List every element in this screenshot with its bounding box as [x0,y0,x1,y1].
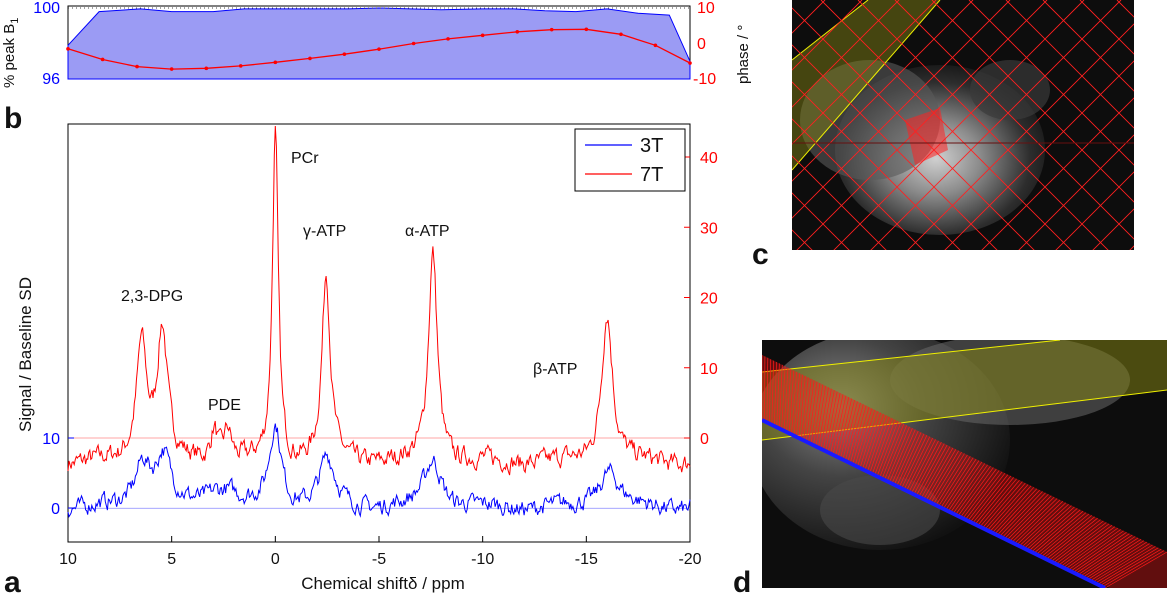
left-ytick-10: 10 [42,431,60,448]
main-xlabel: Chemical shiftδ / ppm [301,574,464,593]
x-tick-label: -10 [471,551,494,568]
peak-label-alpha-atp: α-ATP [405,223,450,240]
right-tick-label: 30 [700,220,718,237]
right-axis-ticks: 40 30 20 10 0 [684,150,718,448]
phase-marker [480,33,485,38]
b1-area [67,7,691,80]
peak-label-pcr: PCr [291,150,319,167]
phase-marker [100,57,105,62]
phase-marker [688,61,692,65]
x-tick-label: 0 [271,551,280,568]
phase-marker [273,60,278,65]
legend: 3T 7T [574,128,686,192]
x-tick-label: -5 [372,551,386,568]
phase-marker [619,32,623,37]
mri-image-d [762,340,1167,588]
b1-phase-plot: 100 96 10 0 -10 % peak B1 phase / ° [1,0,752,88]
phase-marker [515,29,520,34]
spectrum-3t [67,423,691,518]
right-tick-label: 40 [700,150,718,167]
phase-marker [446,37,450,41]
x-tick-label: 5 [167,551,176,568]
phase-marker [238,64,243,68]
phase-marker [342,52,347,56]
phase-marker [549,27,554,32]
phase-markers [66,27,692,71]
legend-label-3t: 3T [640,135,663,157]
left-ytick-0: 0 [51,501,60,518]
phase-marker [411,41,416,46]
right-tick-label: 0 [700,431,709,448]
panel-letter-c: c [752,238,769,271]
phase-marker [377,47,381,51]
phase-marker [584,27,589,32]
phase-marker [204,66,209,71]
right-tick-label: 20 [700,291,718,308]
phase-marker [169,67,174,71]
peak-label-beta-atp: β-ATP [533,361,577,378]
peak-label-pde: PDE [208,397,241,414]
peak-label-gamma-atp: γ-ATP [303,223,346,240]
x-axis-ticks: 10 5 0 -5 -10 -15 -20 [59,536,702,568]
top-left-ylabel: % peak B1 [1,18,21,88]
phase-marker [135,64,139,69]
x-tick-label: -15 [575,551,598,568]
top-rtick-10: 10 [697,0,715,17]
top-rtick-neg10: -10 [693,71,716,88]
phase-marker [308,56,312,61]
panel-letter-b: b [4,102,22,135]
peak-label-dpg: 2,3-DPG [121,288,183,305]
top-rtick-0: 0 [697,36,706,53]
x-tick-label: -20 [678,551,701,568]
phase-marker [66,47,70,51]
top-ytick-100: 100 [33,0,60,17]
top-right-ylabel: phase / ° [735,25,752,84]
svg-text:% peak B1: % peak B1 [1,18,21,88]
mri-image-c [792,0,1134,250]
top-ytick-96: 96 [42,71,60,88]
main-ylabel: Signal / Baseline SD [16,277,35,432]
legend-label-7t: 7T [640,164,663,186]
panel-letter-a: a [4,566,21,598]
right-tick-label: 10 [700,361,718,378]
panel-letter-d: d [733,566,751,598]
spectrum-7t [67,125,691,476]
legend-box [574,128,686,192]
phase-marker [653,43,658,48]
spectrum-plot: 10 5 0 -5 -10 -15 -20 40 30 20 10 0 10 0 Signal / … [16,123,718,593]
x-tick-label: 10 [59,551,77,568]
